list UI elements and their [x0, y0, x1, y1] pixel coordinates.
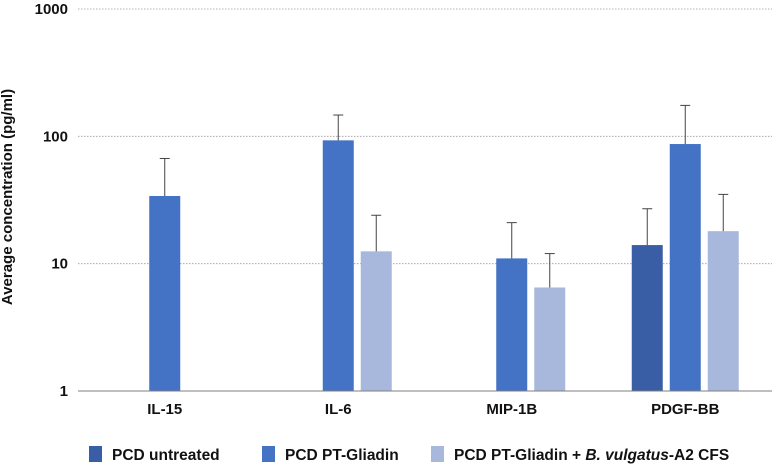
- y-axis-label: Average concentration (pg/ml): [0, 89, 16, 305]
- bar: [496, 258, 528, 391]
- gridlines: [78, 8, 772, 265]
- legend-swatch-pt-gliadin: [262, 446, 275, 462]
- legend-swatch-pt-gliadin-cfs: [431, 446, 444, 462]
- bar: [707, 231, 739, 391]
- category-label: MIP-1B: [486, 401, 537, 418]
- y-tick-label: 1000: [35, 1, 68, 18]
- category-label: PDGF-BB: [651, 401, 719, 418]
- bar: [534, 287, 566, 391]
- category-label: IL-6: [325, 401, 352, 418]
- bar: [322, 140, 354, 391]
- bar: [149, 195, 181, 391]
- y-tick-label: 10: [51, 256, 68, 273]
- legend-label-untreated: PCD untreated: [112, 447, 220, 464]
- bars: [149, 140, 739, 391]
- y-tick-label: 1: [60, 383, 68, 400]
- bar: [669, 144, 701, 391]
- y-tick-labels: 1 10 100 1000: [35, 1, 68, 400]
- error-bars: [159, 104, 729, 288]
- category-labels: IL-15 IL-6 MIP-1B PDGF-BB: [147, 401, 719, 418]
- legend-swatch-untreated: [89, 446, 102, 462]
- bar: [631, 245, 663, 391]
- bar: [360, 251, 392, 391]
- legend-label-pt-gliadin-cfs: PCD PT-Gliadin + B. vulgatus-A2 CFS: [454, 447, 729, 464]
- category-label: IL-15: [147, 401, 182, 418]
- legend-label-pt-gliadin: PCD PT-Gliadin: [285, 447, 399, 464]
- y-tick-label: 100: [43, 128, 68, 145]
- legend: PCD untreated PCD PT-Gliadin PCD PT-Glia…: [89, 446, 729, 464]
